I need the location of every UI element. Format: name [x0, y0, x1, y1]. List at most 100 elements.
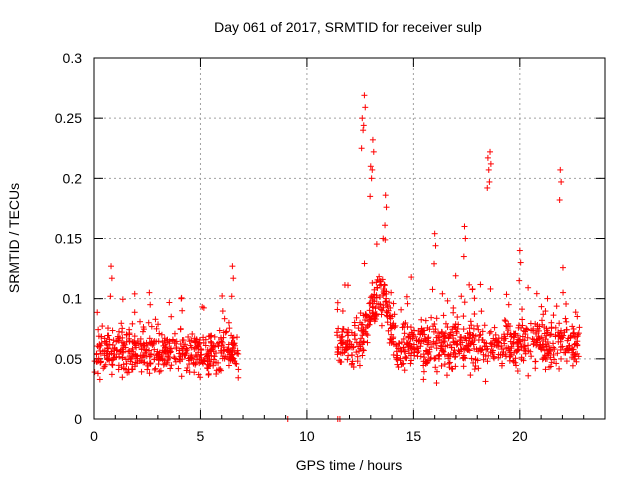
data-point — [229, 263, 236, 270]
data-point — [422, 335, 429, 342]
data-point — [530, 341, 537, 348]
data-point — [373, 241, 380, 248]
data-point — [425, 339, 432, 346]
data-point — [567, 333, 574, 340]
data-point — [513, 362, 520, 369]
data-point — [397, 355, 404, 362]
data-point — [166, 299, 173, 306]
data-point — [563, 318, 570, 325]
data-point — [370, 148, 377, 155]
data-point — [111, 351, 118, 358]
data-point — [535, 327, 542, 334]
data-point — [453, 330, 460, 337]
data-point — [412, 333, 419, 340]
data-point — [207, 348, 214, 355]
data-point — [493, 337, 500, 344]
data-point — [452, 351, 459, 358]
data-point — [431, 260, 438, 267]
data-point — [428, 344, 435, 351]
data-point — [485, 166, 492, 173]
data-point — [519, 316, 526, 323]
data-point — [484, 154, 491, 161]
data-point — [198, 357, 205, 364]
data-point — [383, 204, 390, 211]
data-point — [235, 374, 242, 381]
data-point — [343, 346, 350, 353]
data-point — [517, 259, 524, 266]
data-point — [454, 314, 461, 321]
data-point — [481, 339, 488, 346]
data-point — [334, 306, 341, 313]
data-point — [557, 330, 564, 337]
data-point — [508, 343, 515, 350]
data-point — [522, 328, 529, 335]
data-point — [444, 324, 451, 331]
data-point — [364, 332, 371, 339]
data-point — [356, 362, 363, 369]
data-point — [475, 326, 482, 333]
data-point — [478, 347, 485, 354]
data-point — [487, 148, 494, 155]
data-point — [492, 331, 499, 338]
data-point — [339, 350, 346, 357]
data-point — [141, 359, 148, 366]
data-point — [444, 342, 451, 349]
data-point — [548, 331, 555, 338]
data-point — [157, 367, 164, 374]
data-point — [429, 286, 436, 293]
data-point — [182, 341, 189, 348]
plot-frame — [93, 57, 606, 420]
data-point — [470, 359, 477, 366]
y-tick-label: 0 — [74, 411, 82, 427]
data-point — [556, 320, 563, 327]
data-point — [229, 354, 236, 361]
data-point — [360, 122, 367, 129]
data-point — [574, 350, 581, 357]
data-point — [511, 331, 518, 338]
data-point — [219, 339, 226, 346]
data-point — [218, 349, 225, 356]
data-point — [339, 325, 346, 332]
data-point — [134, 353, 141, 360]
data-point — [418, 316, 425, 323]
data-point — [499, 346, 506, 353]
data-point — [550, 344, 557, 351]
data-point — [369, 279, 376, 286]
data-point — [516, 277, 523, 284]
data-point — [352, 336, 359, 343]
data-point — [458, 346, 465, 353]
data-point — [110, 356, 117, 363]
data-point — [433, 315, 440, 322]
data-point — [407, 352, 414, 359]
x-tick-labels: 0 5 10 15 20 — [90, 428, 528, 444]
data-point — [401, 367, 408, 374]
data-point — [487, 340, 494, 347]
data-point — [119, 374, 126, 381]
data-point — [437, 345, 444, 352]
data-point — [140, 342, 147, 349]
data-point — [460, 352, 467, 359]
data-point — [221, 315, 228, 322]
data-point — [101, 338, 108, 345]
data-point — [378, 322, 385, 329]
data-point — [348, 352, 355, 359]
data-point — [569, 362, 576, 369]
data-point — [344, 356, 351, 363]
data-point — [129, 320, 136, 327]
data-point — [171, 354, 178, 361]
data-point — [572, 309, 579, 316]
data-point — [206, 356, 213, 363]
data-point — [556, 365, 563, 372]
data-point — [505, 301, 512, 308]
data-point — [522, 348, 529, 355]
data-point — [515, 338, 522, 345]
data-point — [375, 300, 382, 307]
data-point — [485, 352, 492, 359]
data-point — [170, 337, 177, 344]
data-point — [501, 317, 508, 324]
data-point — [550, 351, 557, 358]
data-point — [432, 242, 439, 249]
data-point — [359, 352, 366, 359]
data-point — [481, 322, 488, 329]
data-point — [560, 289, 567, 296]
